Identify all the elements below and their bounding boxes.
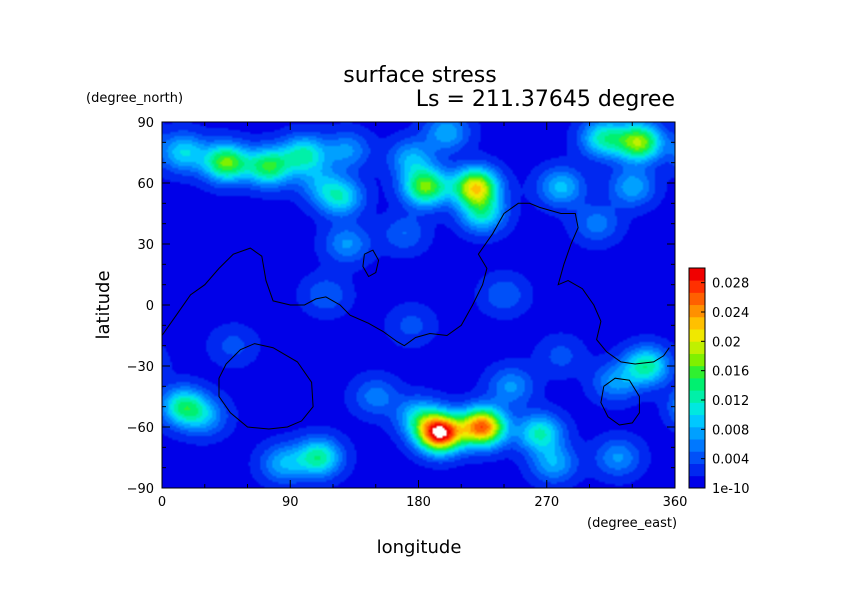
y-axis-label: latitude xyxy=(93,270,114,339)
x-axis-ticks: 0 90 180 270 360 xyxy=(158,122,688,510)
x-tick-label: 270 xyxy=(534,495,559,510)
colorbar-swatch xyxy=(689,365,705,379)
y-tick-label: −30 xyxy=(127,360,154,375)
colorbar-swatch xyxy=(689,280,705,293)
colorbar-swatch xyxy=(689,475,705,489)
y-tick-label: −90 xyxy=(127,482,154,497)
colorbar-ticks: 1e-10 0.004 0.008 0.012 0.016 0.02 0.024 0.028 xyxy=(701,277,750,497)
heatmap-field xyxy=(162,122,675,488)
colorbar-swatch xyxy=(689,341,705,354)
contour-line xyxy=(161,202,670,365)
colorbar-swatch xyxy=(689,463,705,477)
colorbar-frame xyxy=(688,267,706,489)
coastline-contours xyxy=(161,202,670,430)
colorbar-swatch xyxy=(689,329,705,342)
colorbar-tick-label: 0.004 xyxy=(712,453,749,468)
contour-line xyxy=(600,377,640,426)
colorbar-swatch xyxy=(689,451,705,464)
contour-line xyxy=(218,343,314,430)
colorbar-tick-label: 0.02 xyxy=(712,335,741,350)
colorbar-swatch xyxy=(689,378,705,391)
y-tick-label: 30 xyxy=(137,238,154,253)
colorbar-swatches xyxy=(689,268,705,489)
y-tick-label: 60 xyxy=(137,177,154,192)
x-tick-label: 0 xyxy=(158,495,166,510)
colorbar-tick-label: 0.024 xyxy=(712,306,749,321)
x-tick-label: 90 xyxy=(282,495,299,510)
colorbar-swatch xyxy=(689,316,705,330)
colorbar-swatch xyxy=(689,304,705,318)
colorbar-swatch xyxy=(689,402,705,416)
chart-subtitle: Ls = 211.37645 degree xyxy=(416,87,675,112)
colorbar: 1e-10 0.004 0.008 0.012 0.016 0.02 0.024 0.028 xyxy=(688,267,750,497)
colorbar-swatch xyxy=(689,414,705,428)
y-tick-label: 0 xyxy=(146,299,154,314)
x-unit-label: (degree_east) xyxy=(587,516,677,531)
colorbar-swatch xyxy=(689,439,705,452)
y-tick-label: 90 xyxy=(137,116,154,131)
colorbar-tick-label: 0.016 xyxy=(712,365,749,380)
x-axis-label: longitude xyxy=(377,537,462,558)
colorbar-tick-label: 1e-10 xyxy=(712,482,750,497)
x-tick-label: 360 xyxy=(663,495,688,510)
y-axis-ticks: 90 60 30 0 −30 −60 −90 xyxy=(127,116,675,497)
plot-area: 0 90 180 270 360 90 60 30 0 −30 −60 −90 xyxy=(127,116,688,510)
x-tick-label: 180 xyxy=(406,495,431,510)
contour-line xyxy=(362,249,380,278)
colorbar-swatch xyxy=(689,268,705,281)
colorbar-swatch xyxy=(689,426,705,440)
chart-title: surface stress xyxy=(343,63,496,88)
colorbar-tick-label: 0.028 xyxy=(712,277,749,292)
y-unit-label: (degree_north) xyxy=(86,91,183,106)
y-tick-label: −60 xyxy=(127,421,154,436)
colorbar-tick-label: 0.012 xyxy=(712,394,749,409)
colorbar-swatch xyxy=(689,292,705,306)
colorbar-swatch xyxy=(689,353,705,367)
colorbar-swatch xyxy=(689,390,705,403)
colorbar-tick-label: 0.008 xyxy=(712,423,749,438)
